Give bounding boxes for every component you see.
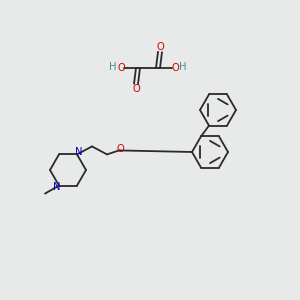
Text: N: N: [75, 147, 83, 158]
Text: O: O: [132, 84, 140, 94]
Text: O: O: [171, 63, 179, 73]
Text: N: N: [53, 182, 61, 192]
Text: O: O: [117, 63, 125, 73]
Text: O: O: [156, 42, 164, 52]
Text: H: H: [109, 62, 117, 72]
Text: H: H: [179, 62, 187, 72]
Text: O: O: [116, 144, 124, 154]
